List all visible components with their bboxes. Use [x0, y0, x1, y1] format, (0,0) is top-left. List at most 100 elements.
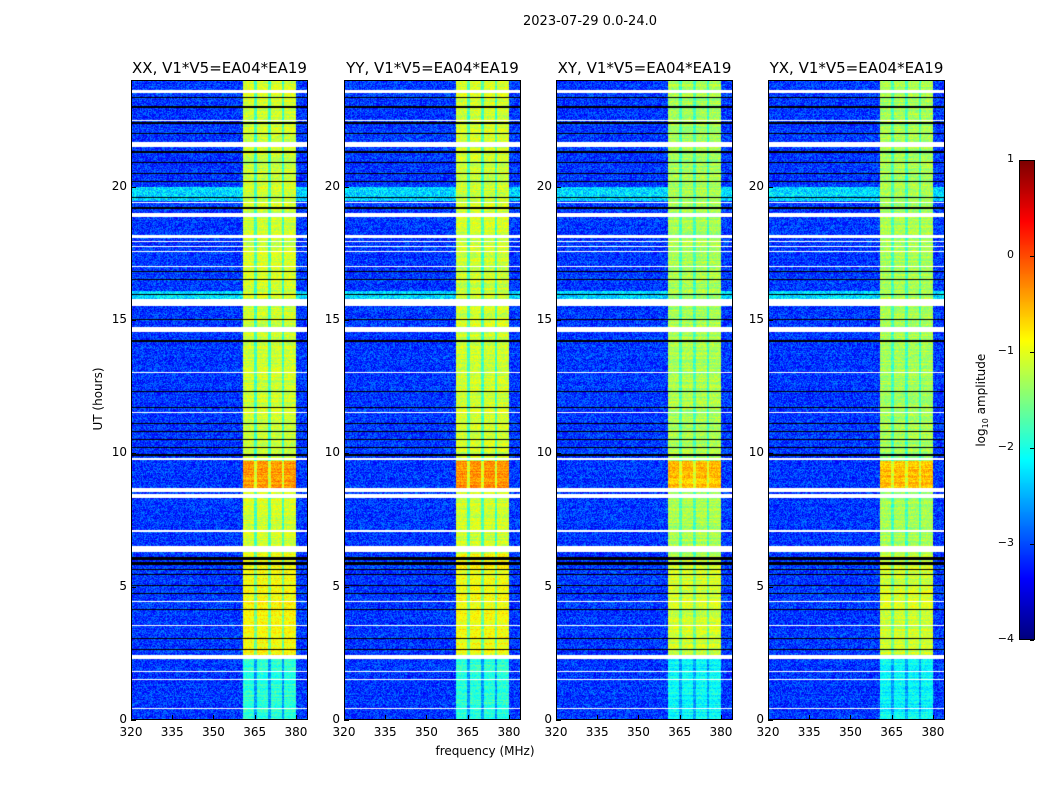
heatmap-panel-3 — [768, 80, 945, 720]
colorbar — [1019, 160, 1035, 640]
x-tick-label: 350 — [839, 725, 862, 739]
y-tick-mark — [131, 720, 136, 721]
y-tick-label: 15 — [536, 312, 552, 326]
colorbar-label-suffix: amplitude — [973, 353, 988, 419]
y-tick-mark — [344, 586, 349, 588]
colorbar-tick-mark — [1030, 448, 1034, 449]
y-tick-label: 20 — [111, 178, 127, 193]
heatmap-image — [557, 81, 732, 719]
y-tick-label: 5 — [332, 578, 340, 593]
y-tick-mark — [344, 320, 349, 321]
x-tick-mark — [508, 715, 510, 720]
x-tick-label: 380 — [284, 725, 308, 739]
y-tick-mark — [768, 320, 773, 321]
y-tick-mark — [556, 453, 561, 455]
colorbar-gradient — [1020, 161, 1034, 639]
x-tick-label: 335 — [797, 725, 821, 739]
y-tick-mark — [131, 453, 136, 455]
x-tick-mark — [213, 715, 215, 720]
x-tick-label: 380 — [497, 725, 521, 739]
x-tick-label: 350 — [627, 725, 650, 739]
x-tick-label: 350 — [415, 725, 438, 739]
x-tick-label: 365 — [880, 725, 904, 739]
y-tick-mark — [768, 186, 773, 188]
y-tick-mark — [344, 720, 349, 721]
y-tick-label: 15 — [748, 312, 764, 326]
y-tick-mark — [556, 320, 561, 321]
y-tick-mark — [344, 186, 349, 188]
colorbar-tick-label: −3 — [997, 536, 1014, 549]
x-tick-mark — [172, 715, 174, 720]
heatmap-image — [769, 81, 944, 719]
y-tick-label: 15 — [111, 312, 127, 326]
x-tick-mark — [891, 715, 893, 720]
x-tick-label: 320 — [756, 725, 780, 739]
heatmap-image — [132, 81, 307, 719]
x-tick-mark — [467, 715, 469, 720]
heatmap-image — [345, 81, 520, 719]
x-tick-label: 320 — [332, 725, 356, 739]
y-tick-label: 10 — [748, 445, 764, 460]
colorbar-label-sub: 10 — [981, 418, 991, 429]
y-tick-mark — [344, 453, 349, 455]
heatmap-panel-1 — [344, 80, 521, 720]
y-tick-label: 15 — [324, 312, 340, 326]
colorbar-tick-mark — [1030, 160, 1034, 161]
y-tick-label: 20 — [324, 178, 340, 193]
y-tick-mark — [556, 186, 561, 188]
x-tick-mark — [556, 715, 557, 720]
x-tick-label: 335 — [160, 725, 184, 739]
panel-title: YX, V1*V5=EA04*EA19 — [769, 59, 944, 77]
y-tick-label: 0 — [756, 712, 764, 726]
x-tick-mark — [344, 715, 345, 720]
y-tick-label: 5 — [756, 578, 764, 593]
x-tick-label: 365 — [243, 725, 267, 739]
y-tick-mark — [556, 586, 561, 588]
colorbar-tick-label: 1 — [1007, 152, 1014, 165]
colorbar-tick-label: −4 — [997, 632, 1014, 645]
y-tick-mark — [556, 720, 561, 721]
x-tick-label: 320 — [544, 725, 568, 739]
x-tick-mark — [850, 715, 852, 720]
y-tick-mark — [131, 186, 136, 188]
x-tick-label: 380 — [709, 725, 733, 739]
panel-title: XX, V1*V5=EA04*EA19 — [132, 59, 307, 77]
y-tick-mark — [768, 720, 773, 721]
x-tick-label: 350 — [202, 725, 225, 739]
y-tick-mark — [131, 586, 136, 588]
panel-title: YY, V1*V5=EA04*EA19 — [346, 59, 519, 77]
x-tick-mark — [385, 715, 387, 720]
x-tick-mark — [131, 715, 132, 720]
y-tick-label: 5 — [119, 578, 127, 593]
heatmap-panel-0 — [131, 80, 308, 720]
colorbar-tick-mark — [1030, 544, 1034, 545]
y-tick-label: 10 — [111, 445, 127, 460]
x-tick-label: 335 — [585, 725, 609, 739]
x-tick-label: 320 — [119, 725, 143, 739]
x-tick-label: 365 — [456, 725, 480, 739]
figure-title: 2023-07-29 0.0-24.0 — [523, 14, 657, 29]
y-tick-label: 10 — [536, 445, 552, 460]
colorbar-tick-label: −2 — [997, 440, 1014, 453]
x-tick-mark — [768, 715, 769, 720]
x-tick-mark — [597, 715, 599, 720]
colorbar-tick-label: 0 — [1007, 248, 1014, 261]
y-tick-mark — [768, 453, 773, 455]
x-axis-label: frequency (MHz) — [435, 744, 535, 758]
x-tick-mark — [426, 715, 428, 720]
x-tick-mark — [295, 715, 297, 720]
panel-title: XY, V1*V5=EA04*EA19 — [557, 59, 732, 77]
x-tick-mark — [254, 715, 256, 720]
colorbar-tick-mark — [1030, 256, 1034, 257]
x-tick-mark — [638, 715, 640, 720]
y-tick-label: 0 — [332, 712, 340, 726]
y-tick-label: 10 — [324, 445, 340, 460]
x-tick-mark — [679, 715, 681, 720]
x-tick-mark — [809, 715, 811, 720]
y-tick-mark — [768, 586, 773, 588]
y-tick-label: 0 — [544, 712, 552, 726]
colorbar-tick-label: −1 — [997, 344, 1014, 357]
heatmap-panel-2 — [556, 80, 733, 720]
colorbar-tick-mark — [1030, 640, 1034, 641]
x-tick-label: 335 — [373, 725, 397, 739]
